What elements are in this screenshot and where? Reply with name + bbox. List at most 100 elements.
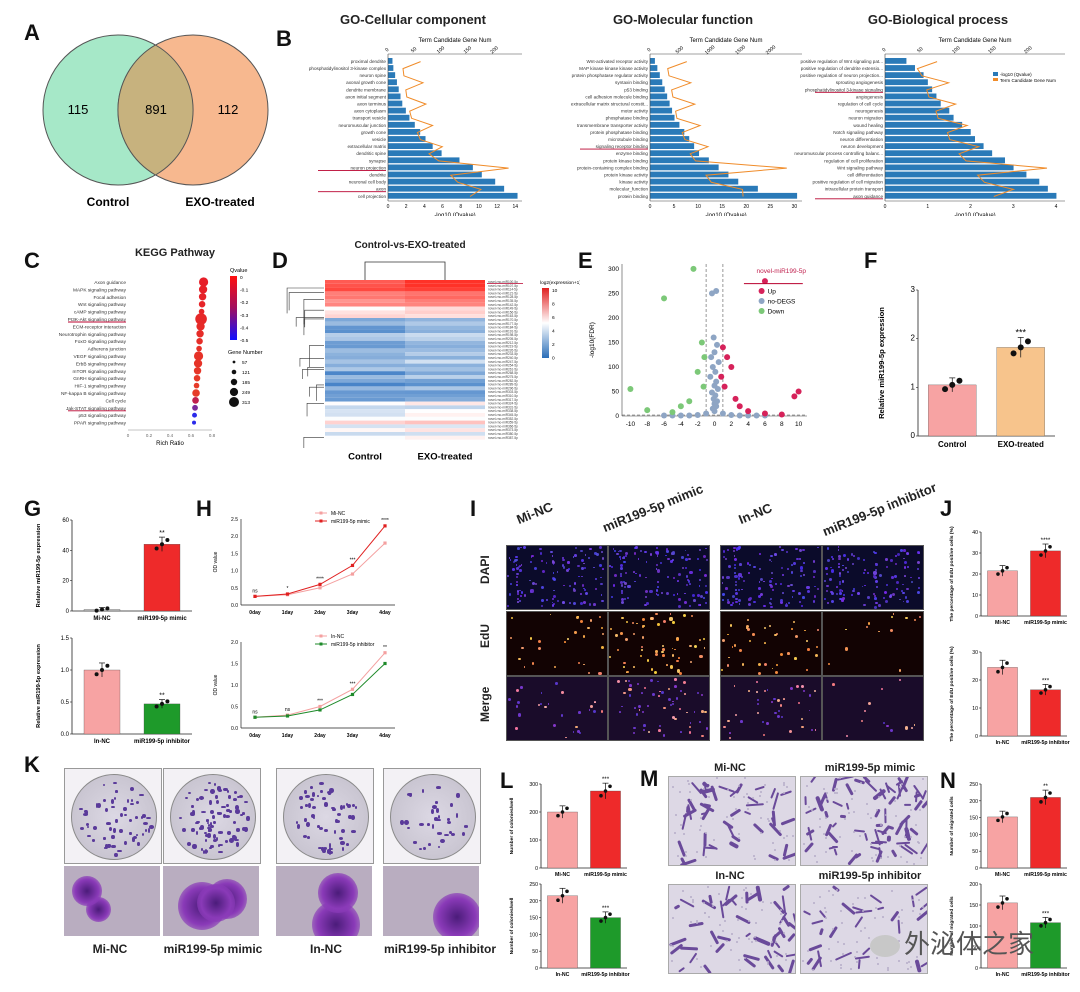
cell-nucleus <box>734 563 737 567</box>
cell-nucleus <box>684 693 686 695</box>
membrane-pore <box>779 923 782 926</box>
cell-nucleus <box>798 549 802 553</box>
colony-spot <box>135 834 139 837</box>
go-term-label: dendritic spine <box>356 151 386 156</box>
cell-nucleus <box>757 671 761 675</box>
cell-nucleus <box>515 555 518 559</box>
heatmap-cell <box>405 348 485 353</box>
kegg-pathway-label: Cell cycle <box>105 398 126 404</box>
cell-nucleus <box>816 546 819 549</box>
cell-nucleus <box>672 620 675 624</box>
microscopy-image <box>608 611 710 676</box>
kegg-pathway-label: Axon guidance <box>94 280 126 286</box>
i-row-dapi: DAPI <box>478 555 492 584</box>
cell-nucleus <box>623 666 625 669</box>
cell-nucleus <box>800 717 803 720</box>
cell-nucleus <box>886 724 889 728</box>
cell-nucleus <box>622 560 626 564</box>
membrane-pore <box>753 858 756 861</box>
cell-nucleus <box>551 601 554 604</box>
colony-spot <box>332 808 337 811</box>
colony-spot <box>113 827 116 833</box>
membrane-pore <box>689 896 692 899</box>
cell-nucleus <box>725 587 728 590</box>
bar-point <box>1000 815 1005 819</box>
microscopy-image <box>720 611 822 676</box>
cell-nucleus <box>643 724 646 727</box>
colony-spot <box>334 818 338 824</box>
cell-nucleus <box>790 571 793 574</box>
colony-spot <box>235 842 240 847</box>
cell-nucleus <box>563 566 566 569</box>
cell-nucleus <box>814 729 817 731</box>
colony-spot <box>299 795 303 800</box>
cell-nucleus <box>722 593 725 596</box>
cell-nucleus <box>902 592 905 595</box>
bar-point <box>105 606 110 611</box>
cell-nucleus <box>883 597 886 600</box>
go-term-label: axon <box>376 187 386 192</box>
colony-dish-box <box>383 768 481 864</box>
cell-nucleus <box>562 558 565 562</box>
colony-spot <box>210 845 214 848</box>
membrane-pore <box>916 840 919 843</box>
colony-spot <box>86 826 89 829</box>
bar-point <box>94 608 99 613</box>
bar-y-tick: 0 <box>535 966 538 972</box>
heatmap-cell <box>405 314 485 318</box>
volcano-plot: -10 -8 -6 -4 -2 0 2 4 6 8 10050100150200250300-log… <box>589 264 807 428</box>
volcano-point-up <box>795 388 802 395</box>
volcano-point-nodegs <box>719 410 726 417</box>
go-bp-title: GO-Biological process <box>867 12 1009 27</box>
bar-y-tick: 200 <box>969 882 978 888</box>
go-bar <box>388 79 397 86</box>
go-bar <box>388 150 442 157</box>
cell-nucleus <box>735 592 739 596</box>
kegg-gene-tick: 313 <box>242 400 250 406</box>
colony-spot <box>192 809 195 815</box>
membrane-pore <box>917 842 920 845</box>
colony-spot <box>127 798 130 803</box>
go-bottom-tick: 4 <box>1055 204 1058 210</box>
heatmap-cell <box>325 287 405 292</box>
cell-nucleus <box>884 558 888 561</box>
cell-nucleus <box>649 553 652 556</box>
cell-nucleus <box>685 566 688 569</box>
heatmap-row-label: novel-rno-miR121-5p <box>488 291 518 295</box>
kegg-bubble <box>199 277 209 287</box>
go-bar <box>388 100 403 107</box>
line-legend-marker <box>319 511 323 515</box>
go-term-label: protein phosphatase binding <box>590 130 648 135</box>
cell-nucleus <box>736 547 740 551</box>
cell-nucleus <box>668 697 672 701</box>
cell-nucleus <box>612 584 616 588</box>
cell-nucleus <box>678 598 681 601</box>
bar-point <box>608 912 612 916</box>
membrane-pore <box>877 796 880 799</box>
go-top-axis-label: Term Candidate Gene Num <box>938 38 1011 44</box>
cell-nucleus <box>738 573 742 577</box>
membrane-pore <box>691 901 694 903</box>
go-bottom-tick: 0 <box>649 204 652 210</box>
heatmap-row-label: novel-rno-miR352-5p <box>488 417 518 421</box>
kegg-bubble <box>193 351 204 361</box>
cell-nucleus <box>632 571 635 573</box>
cell-nucleus <box>726 664 730 668</box>
cell-nucleus <box>698 585 701 587</box>
migrated-cell <box>832 800 844 808</box>
volcano-point-nodegs <box>714 386 721 393</box>
cell-nucleus <box>581 584 585 587</box>
cell-nucleus <box>642 711 644 713</box>
cell-nucleus <box>906 565 910 568</box>
volcano-legend-up: Up <box>768 288 777 295</box>
colony-spot <box>206 833 211 838</box>
cell-nucleus <box>699 638 702 641</box>
heatmap-cell <box>405 413 485 417</box>
cell-nucleus <box>650 668 654 671</box>
go-bar <box>885 100 941 107</box>
membrane-pore <box>779 829 782 832</box>
cell-nucleus <box>904 574 906 577</box>
cell-nucleus <box>846 570 850 574</box>
membrane-pore <box>688 783 690 786</box>
line-point <box>285 714 290 718</box>
